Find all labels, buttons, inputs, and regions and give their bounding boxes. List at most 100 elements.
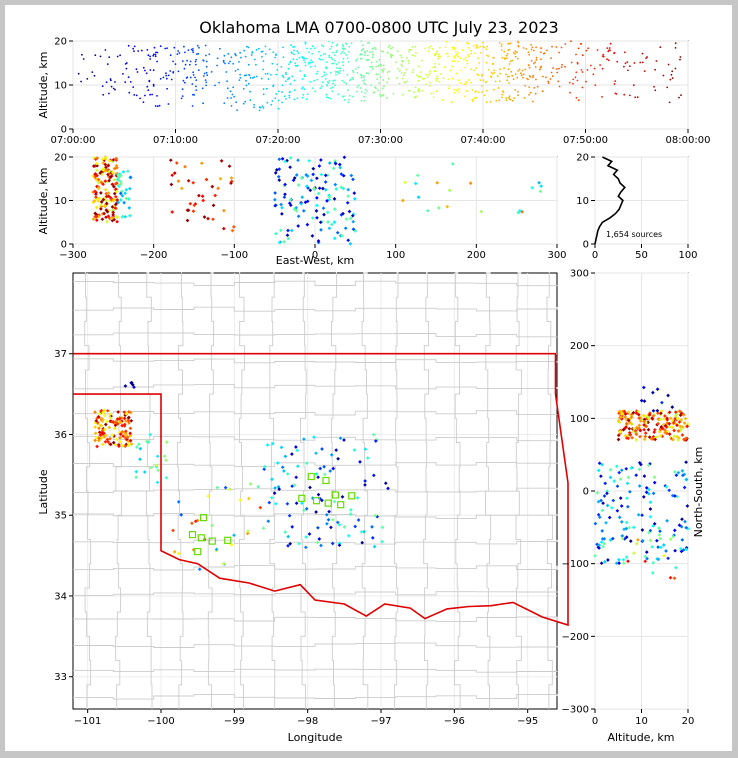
lma-source-point (370, 536, 375, 540)
ns-altitude-points (593, 385, 690, 581)
lma-source-point (154, 53, 157, 56)
lma-source-point (379, 76, 382, 78)
lma-source-point (601, 501, 605, 506)
lma-source-point (386, 71, 389, 73)
lma-source-point (476, 73, 479, 76)
lma-source-point (596, 468, 601, 473)
lma-source-point (185, 218, 190, 223)
lma-source-point (205, 81, 208, 84)
lma-source-point (346, 238, 351, 243)
lma-source-point (499, 68, 501, 71)
lma-source-point (514, 73, 517, 75)
lma-source-point (290, 452, 294, 456)
lma-source-point (644, 490, 649, 495)
lma-source-point (341, 61, 344, 63)
lma-source-point (261, 55, 263, 58)
lma-source-point (135, 68, 138, 71)
lma-source-point (379, 94, 381, 96)
lma-source-point (619, 468, 624, 473)
lma-source-point (105, 219, 109, 224)
lma-source-point (347, 61, 350, 63)
lma-source-point (616, 419, 621, 423)
lma-source-point (453, 91, 456, 94)
lma-source-point (464, 95, 466, 98)
lma-source-point (262, 467, 267, 472)
lma-source-point (382, 71, 385, 73)
lma-source-point (593, 67, 596, 70)
lma-source-point (277, 107, 280, 110)
lma-source-point (482, 79, 485, 82)
lma-source-point (612, 479, 617, 483)
longitude-tick-label: −101 (74, 716, 101, 727)
lma-source-point (622, 537, 627, 541)
lma-source-point (103, 187, 108, 192)
lma-source-point (455, 54, 457, 57)
altitude-tick-label: 20 (576, 153, 589, 164)
lma-source-point (626, 410, 631, 414)
lma-source-point (536, 85, 539, 88)
time-tick-label: 07:20:00 (256, 135, 301, 146)
lma-source-point (496, 75, 499, 77)
lma-source-point (216, 57, 219, 60)
lma-source-point (486, 45, 488, 48)
lma-source-point (177, 50, 180, 52)
lma-source-point (446, 52, 449, 55)
lma-source-point (477, 57, 479, 59)
lma-source-point (643, 559, 648, 564)
lma-source-point (664, 425, 669, 429)
lma-source-point (458, 91, 461, 93)
lma-source-point (411, 54, 414, 56)
lma-source-point (345, 54, 348, 56)
lma-source-point (260, 77, 263, 80)
lma-source-point (671, 421, 676, 425)
lma-source-point (581, 71, 584, 73)
lma-source-point (94, 435, 99, 440)
lma-source-point (377, 89, 379, 92)
lma-source-point (275, 53, 277, 56)
lma-source-point (371, 65, 374, 68)
lma-source-point (123, 214, 128, 219)
lma-source-point (255, 49, 258, 51)
lma-source-point (268, 48, 271, 51)
lma-source-point (333, 158, 337, 163)
altitude-tick-label: 10 (635, 716, 648, 727)
lma-source-point (517, 94, 519, 96)
lma-source-point (96, 177, 101, 182)
lma-source-point (332, 86, 334, 89)
lma-source-point (315, 196, 319, 200)
lma-source-point (550, 57, 552, 59)
lma-source-point (371, 56, 374, 59)
lma-source-point (330, 541, 335, 546)
lma-source-point (221, 226, 226, 231)
lma-source-point (479, 79, 482, 81)
lma-source-point (128, 91, 131, 94)
lma-source-point (517, 70, 519, 72)
lma-source-point (614, 561, 619, 566)
lma-source-point (420, 71, 422, 73)
lma-source-point (258, 505, 263, 510)
lma-source-point (365, 72, 368, 74)
lma-source-point (652, 480, 657, 485)
lma-source-point (674, 565, 678, 570)
lma-source-point (651, 413, 656, 418)
lma-source-point (676, 470, 681, 475)
lma-station-marker (337, 501, 345, 509)
lma-source-point (191, 180, 196, 185)
lma-source-point (322, 464, 326, 469)
lma-source-point (195, 85, 197, 88)
lma-source-point (324, 53, 327, 55)
lma-source-point (281, 101, 283, 104)
lma-source-point (369, 66, 372, 68)
lma-source-point (167, 74, 170, 77)
lma-source-point (162, 454, 167, 459)
lma-source-point (189, 76, 192, 79)
lma-source-point (293, 98, 296, 101)
lma-source-point (477, 91, 480, 94)
lma-station-marker (298, 494, 306, 502)
lma-source-point (421, 59, 423, 62)
lma-source-point (296, 50, 299, 53)
lma-source-point (253, 76, 256, 79)
lma-source-point (299, 176, 304, 180)
lma-source-point (353, 524, 358, 529)
